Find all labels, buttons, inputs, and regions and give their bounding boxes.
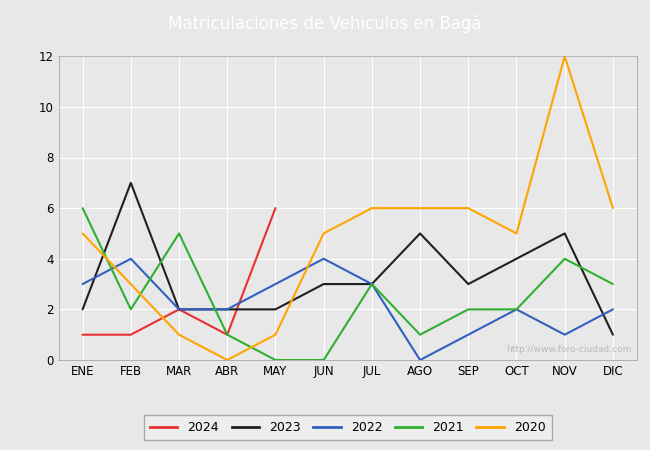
2021 bbox=[368, 281, 376, 287]
2023 bbox=[609, 332, 617, 338]
2021 bbox=[127, 307, 135, 312]
2023 bbox=[513, 256, 521, 261]
2024 bbox=[127, 332, 135, 338]
2021 bbox=[561, 256, 569, 261]
2023 bbox=[368, 281, 376, 287]
Line: 2024: 2024 bbox=[83, 208, 276, 335]
2024 bbox=[272, 205, 280, 211]
2020 bbox=[127, 281, 135, 287]
2023 bbox=[561, 231, 569, 236]
2021 bbox=[464, 307, 472, 312]
2021 bbox=[272, 357, 280, 363]
2021 bbox=[513, 307, 521, 312]
2021 bbox=[79, 205, 86, 211]
2020 bbox=[609, 205, 617, 211]
2023 bbox=[224, 307, 231, 312]
2020 bbox=[272, 332, 280, 338]
2021 bbox=[320, 357, 328, 363]
Text: Matriculaciones de Vehiculos en Bagà: Matriculaciones de Vehiculos en Bagà bbox=[168, 14, 482, 33]
2020 bbox=[224, 357, 231, 363]
2022 bbox=[224, 307, 231, 312]
2022 bbox=[561, 332, 569, 338]
2022 bbox=[272, 281, 280, 287]
2023 bbox=[127, 180, 135, 185]
Legend: 2024, 2023, 2022, 2021, 2020: 2024, 2023, 2022, 2021, 2020 bbox=[144, 415, 552, 440]
2022 bbox=[175, 307, 183, 312]
2023 bbox=[272, 307, 280, 312]
Text: http://www.foro-ciudad.com: http://www.foro-ciudad.com bbox=[506, 345, 631, 354]
2024 bbox=[224, 332, 231, 338]
2021 bbox=[416, 332, 424, 338]
2020 bbox=[464, 205, 472, 211]
2022 bbox=[127, 256, 135, 261]
2024 bbox=[175, 307, 183, 312]
2022 bbox=[513, 307, 521, 312]
2020 bbox=[320, 231, 328, 236]
Line: 2023: 2023 bbox=[83, 183, 613, 335]
2020 bbox=[416, 205, 424, 211]
2021 bbox=[175, 231, 183, 236]
Line: 2020: 2020 bbox=[83, 56, 613, 360]
2022 bbox=[79, 281, 86, 287]
2022 bbox=[609, 307, 617, 312]
2023 bbox=[320, 281, 328, 287]
2024 bbox=[79, 332, 86, 338]
2023 bbox=[464, 281, 472, 287]
Line: 2022: 2022 bbox=[83, 259, 613, 360]
2022 bbox=[320, 256, 328, 261]
2020 bbox=[513, 231, 521, 236]
2022 bbox=[464, 332, 472, 338]
2023 bbox=[416, 231, 424, 236]
2022 bbox=[416, 357, 424, 363]
2020 bbox=[368, 205, 376, 211]
2021 bbox=[609, 281, 617, 287]
2021 bbox=[224, 332, 231, 338]
2020 bbox=[175, 332, 183, 338]
Line: 2021: 2021 bbox=[83, 208, 613, 360]
2020 bbox=[561, 54, 569, 59]
2023 bbox=[79, 307, 86, 312]
2020 bbox=[79, 231, 86, 236]
2022 bbox=[368, 281, 376, 287]
2023 bbox=[175, 307, 183, 312]
